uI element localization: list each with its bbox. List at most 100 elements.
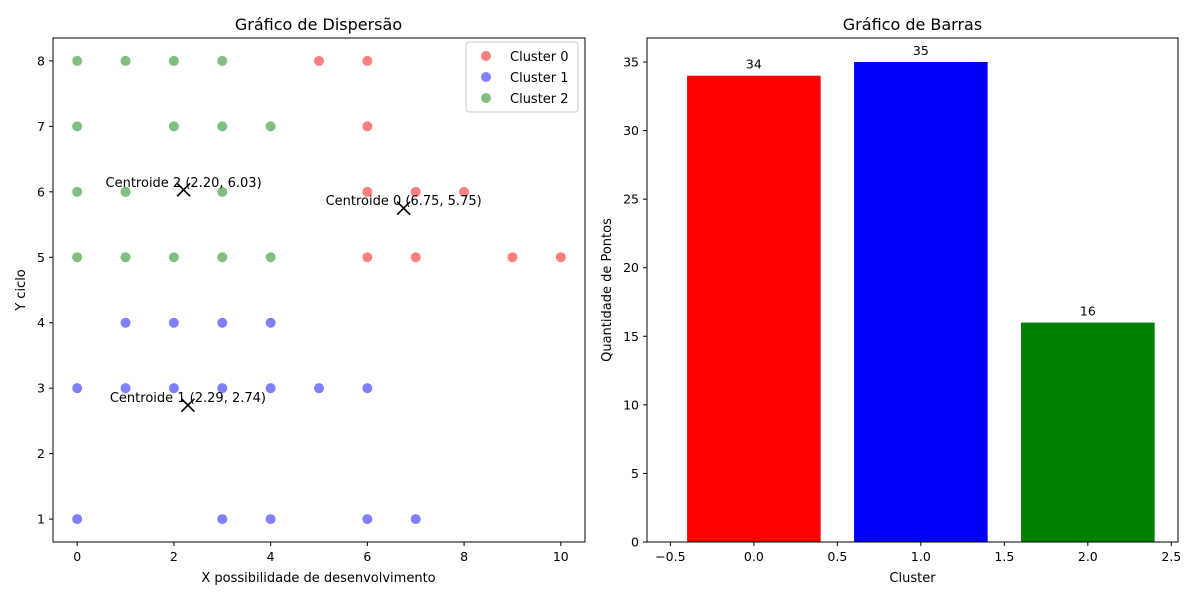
bar-value-label: 34 — [746, 57, 762, 72]
bar-plot-frame — [646, 37, 1179, 543]
scatter-point — [72, 514, 83, 525]
scatter-point — [217, 514, 228, 525]
x-tick-label: 0.5 — [827, 549, 847, 564]
x-tick-label: 8 — [460, 549, 468, 564]
scatter-point — [265, 383, 276, 394]
x-tick-label: 6 — [363, 549, 371, 564]
scatter-y-label: Y ciclo — [14, 269, 29, 312]
legend-box — [465, 41, 579, 113]
scatter-point — [72, 55, 83, 66]
scatter-chart: Gráfico de Dispersão Centroide 0 (6.75, … — [14, 15, 586, 586]
scatter-point — [120, 252, 131, 263]
scatter-point — [120, 55, 131, 66]
centroid-x-stroke — [396, 201, 411, 216]
scatter-point — [265, 317, 276, 328]
y-tick-label: 3 — [37, 381, 45, 396]
scatter-plot-frame — [52, 37, 586, 543]
centroid-x-stroke — [176, 182, 191, 197]
y-tick-label: 6 — [37, 184, 45, 199]
centroid-marker — [396, 201, 411, 216]
scatter-point — [362, 514, 373, 525]
x-tick-label: 0.0 — [744, 549, 764, 564]
bar-chart: Gráfico de Barras 34 35 16 −0.5 0.0 0.5 1.0 1.… — [600, 15, 1181, 586]
scatter-centroids: Centroide 0 (6.75, 5.75) Centroide 1 (2.2… — [106, 176, 482, 413]
x-tick-label: 4 — [267, 549, 275, 564]
scatter-point — [362, 186, 373, 197]
y-tick-label: 8 — [37, 53, 45, 68]
scatter-point — [168, 252, 179, 263]
x-tick-label: 0 — [73, 549, 81, 564]
legend-label: Cluster 0 — [510, 50, 569, 65]
centroid-marker — [180, 398, 196, 413]
y-tick-label: 1 — [37, 512, 45, 527]
scatter-x-label: X possibilidade de desenvolvimento — [201, 571, 435, 586]
y-tick-label: 20 — [623, 260, 639, 275]
y-tick-label: 5 — [631, 466, 639, 481]
scatter-point — [265, 121, 276, 132]
centroid-label: Centroide 2 (2.20, 6.03) — [106, 176, 262, 191]
bar-title: Gráfico de Barras — [843, 15, 982, 34]
scatter-legend: Cluster 0 Cluster 1 Cluster 2 — [465, 41, 579, 113]
bar-value-label: 35 — [913, 43, 929, 58]
scatter-point — [555, 252, 566, 263]
scatter-point — [217, 252, 228, 263]
scatter-x-axis: 0 2 4 6 8 10 — [73, 542, 569, 564]
legend-marker — [481, 72, 491, 82]
scatter-point — [507, 252, 518, 263]
y-tick-label: 25 — [623, 192, 639, 207]
scatter-point — [362, 55, 373, 66]
bar — [1021, 322, 1155, 542]
scatter-point — [72, 186, 83, 197]
y-tick-label: 0 — [631, 535, 639, 550]
x-tick-label: 1.0 — [911, 549, 931, 564]
bar-x-axis: −0.5 0.0 0.5 1.0 1.5 2.0 2.5 — [655, 542, 1181, 564]
scatter-point — [217, 55, 228, 66]
scatter-title: Gráfico de Dispersão — [235, 15, 402, 34]
scatter-point — [168, 121, 179, 132]
x-tick-label: 2.0 — [1078, 549, 1098, 564]
y-tick-label: 7 — [37, 119, 45, 134]
y-tick-label: 2 — [37, 446, 45, 461]
scatter-point — [362, 252, 373, 263]
x-tick-label: 10 — [553, 549, 569, 564]
centroid-x-stroke — [180, 398, 196, 413]
x-tick-label: 2.5 — [1161, 549, 1181, 564]
y-tick-label: 35 — [623, 55, 639, 70]
centroid-marker — [176, 182, 191, 197]
scatter-point — [362, 383, 373, 394]
y-tick-label: 5 — [37, 250, 45, 265]
y-tick-label: 4 — [37, 315, 45, 330]
x-tick-label: 1.5 — [994, 549, 1014, 564]
scatter-point — [120, 186, 131, 197]
x-tick-label: 2 — [170, 549, 178, 564]
scatter-point — [265, 252, 276, 263]
bar-bars: 34 35 16 — [687, 43, 1155, 542]
scatter-point — [168, 317, 179, 328]
legend-marker — [481, 93, 491, 103]
centroid-label: Centroide 0 (6.75, 5.75) — [326, 194, 482, 209]
centroid-label: Centroide 1 (2.29, 2.74) — [110, 391, 266, 406]
bar-value-label: 16 — [1080, 304, 1096, 319]
legend-marker — [481, 51, 491, 61]
scatter-point — [120, 317, 131, 328]
scatter-point — [314, 383, 324, 394]
scatter-point — [217, 186, 228, 197]
legend-label: Cluster 2 — [510, 92, 569, 107]
y-tick-label: 10 — [623, 397, 639, 412]
x-tick-label: −0.5 — [655, 549, 685, 564]
bar — [687, 75, 821, 542]
scatter-point — [120, 383, 131, 394]
scatter-point — [410, 252, 421, 263]
scatter-point — [217, 121, 228, 132]
scatter-point — [217, 383, 228, 394]
y-tick-label: 30 — [623, 123, 639, 138]
bar — [854, 62, 988, 542]
scatter-point — [217, 317, 228, 328]
scatter-point — [72, 252, 83, 263]
scatter-point — [72, 121, 83, 132]
scatter-point — [168, 55, 179, 66]
scatter-point — [168, 383, 179, 394]
legend-label: Cluster 1 — [510, 71, 569, 86]
scatter-point — [410, 186, 421, 197]
